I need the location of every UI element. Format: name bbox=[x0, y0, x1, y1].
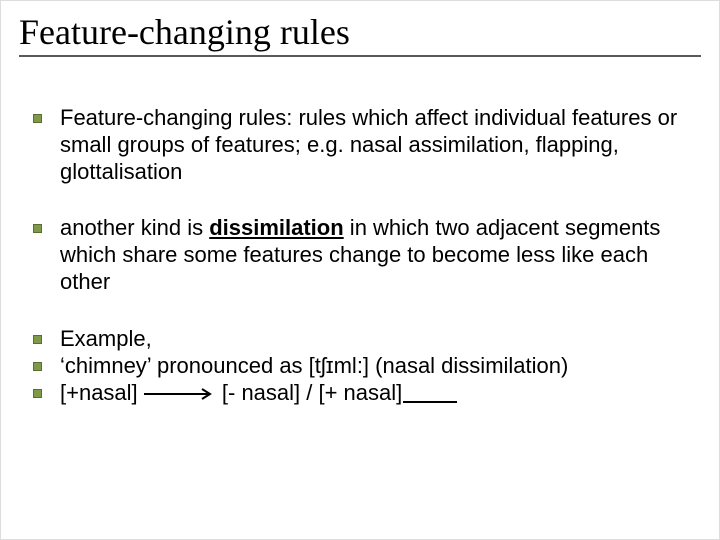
bullet-list: Feature-changing rules: rules which affe… bbox=[19, 105, 701, 406]
square-bullet-icon bbox=[33, 335, 42, 344]
rule-rhs: [- nasal] / [+ nasal] bbox=[216, 380, 402, 405]
rule-lhs: [+nasal] bbox=[60, 380, 144, 405]
blank-underline bbox=[403, 401, 457, 403]
bullet-item: [+nasal] [- nasal] / [+ nasal] bbox=[33, 380, 701, 407]
bullet-text: Feature-changing rules: rules which affe… bbox=[60, 105, 701, 185]
square-bullet-icon bbox=[33, 362, 42, 371]
emphasis-term: dissimilation bbox=[209, 215, 343, 240]
bullet-text: another kind is dissimilation in which t… bbox=[60, 215, 701, 295]
square-bullet-icon bbox=[33, 114, 42, 123]
title-underline bbox=[19, 55, 701, 57]
slide-title: Feature-changing rules bbox=[19, 11, 701, 53]
bullet-text: Example, bbox=[60, 326, 701, 353]
bullet-item: another kind is dissimilation in which t… bbox=[33, 215, 701, 295]
slide: Feature-changing rules Feature-changing … bbox=[1, 1, 719, 424]
bullet-text: [+nasal] [- nasal] / [+ nasal] bbox=[60, 380, 701, 407]
square-bullet-icon bbox=[33, 389, 42, 398]
bullet-item: ‘chimney’ pronounced as [tʃɪml:] (nasal … bbox=[33, 353, 701, 380]
arrow-icon bbox=[144, 387, 216, 401]
square-bullet-icon bbox=[33, 224, 42, 233]
bullet-item: Feature-changing rules: rules which affe… bbox=[33, 105, 701, 185]
text-fragment: another kind is bbox=[60, 215, 209, 240]
bullet-item: Example, bbox=[33, 326, 701, 353]
bullet-text: ‘chimney’ pronounced as [tʃɪml:] (nasal … bbox=[60, 353, 701, 380]
